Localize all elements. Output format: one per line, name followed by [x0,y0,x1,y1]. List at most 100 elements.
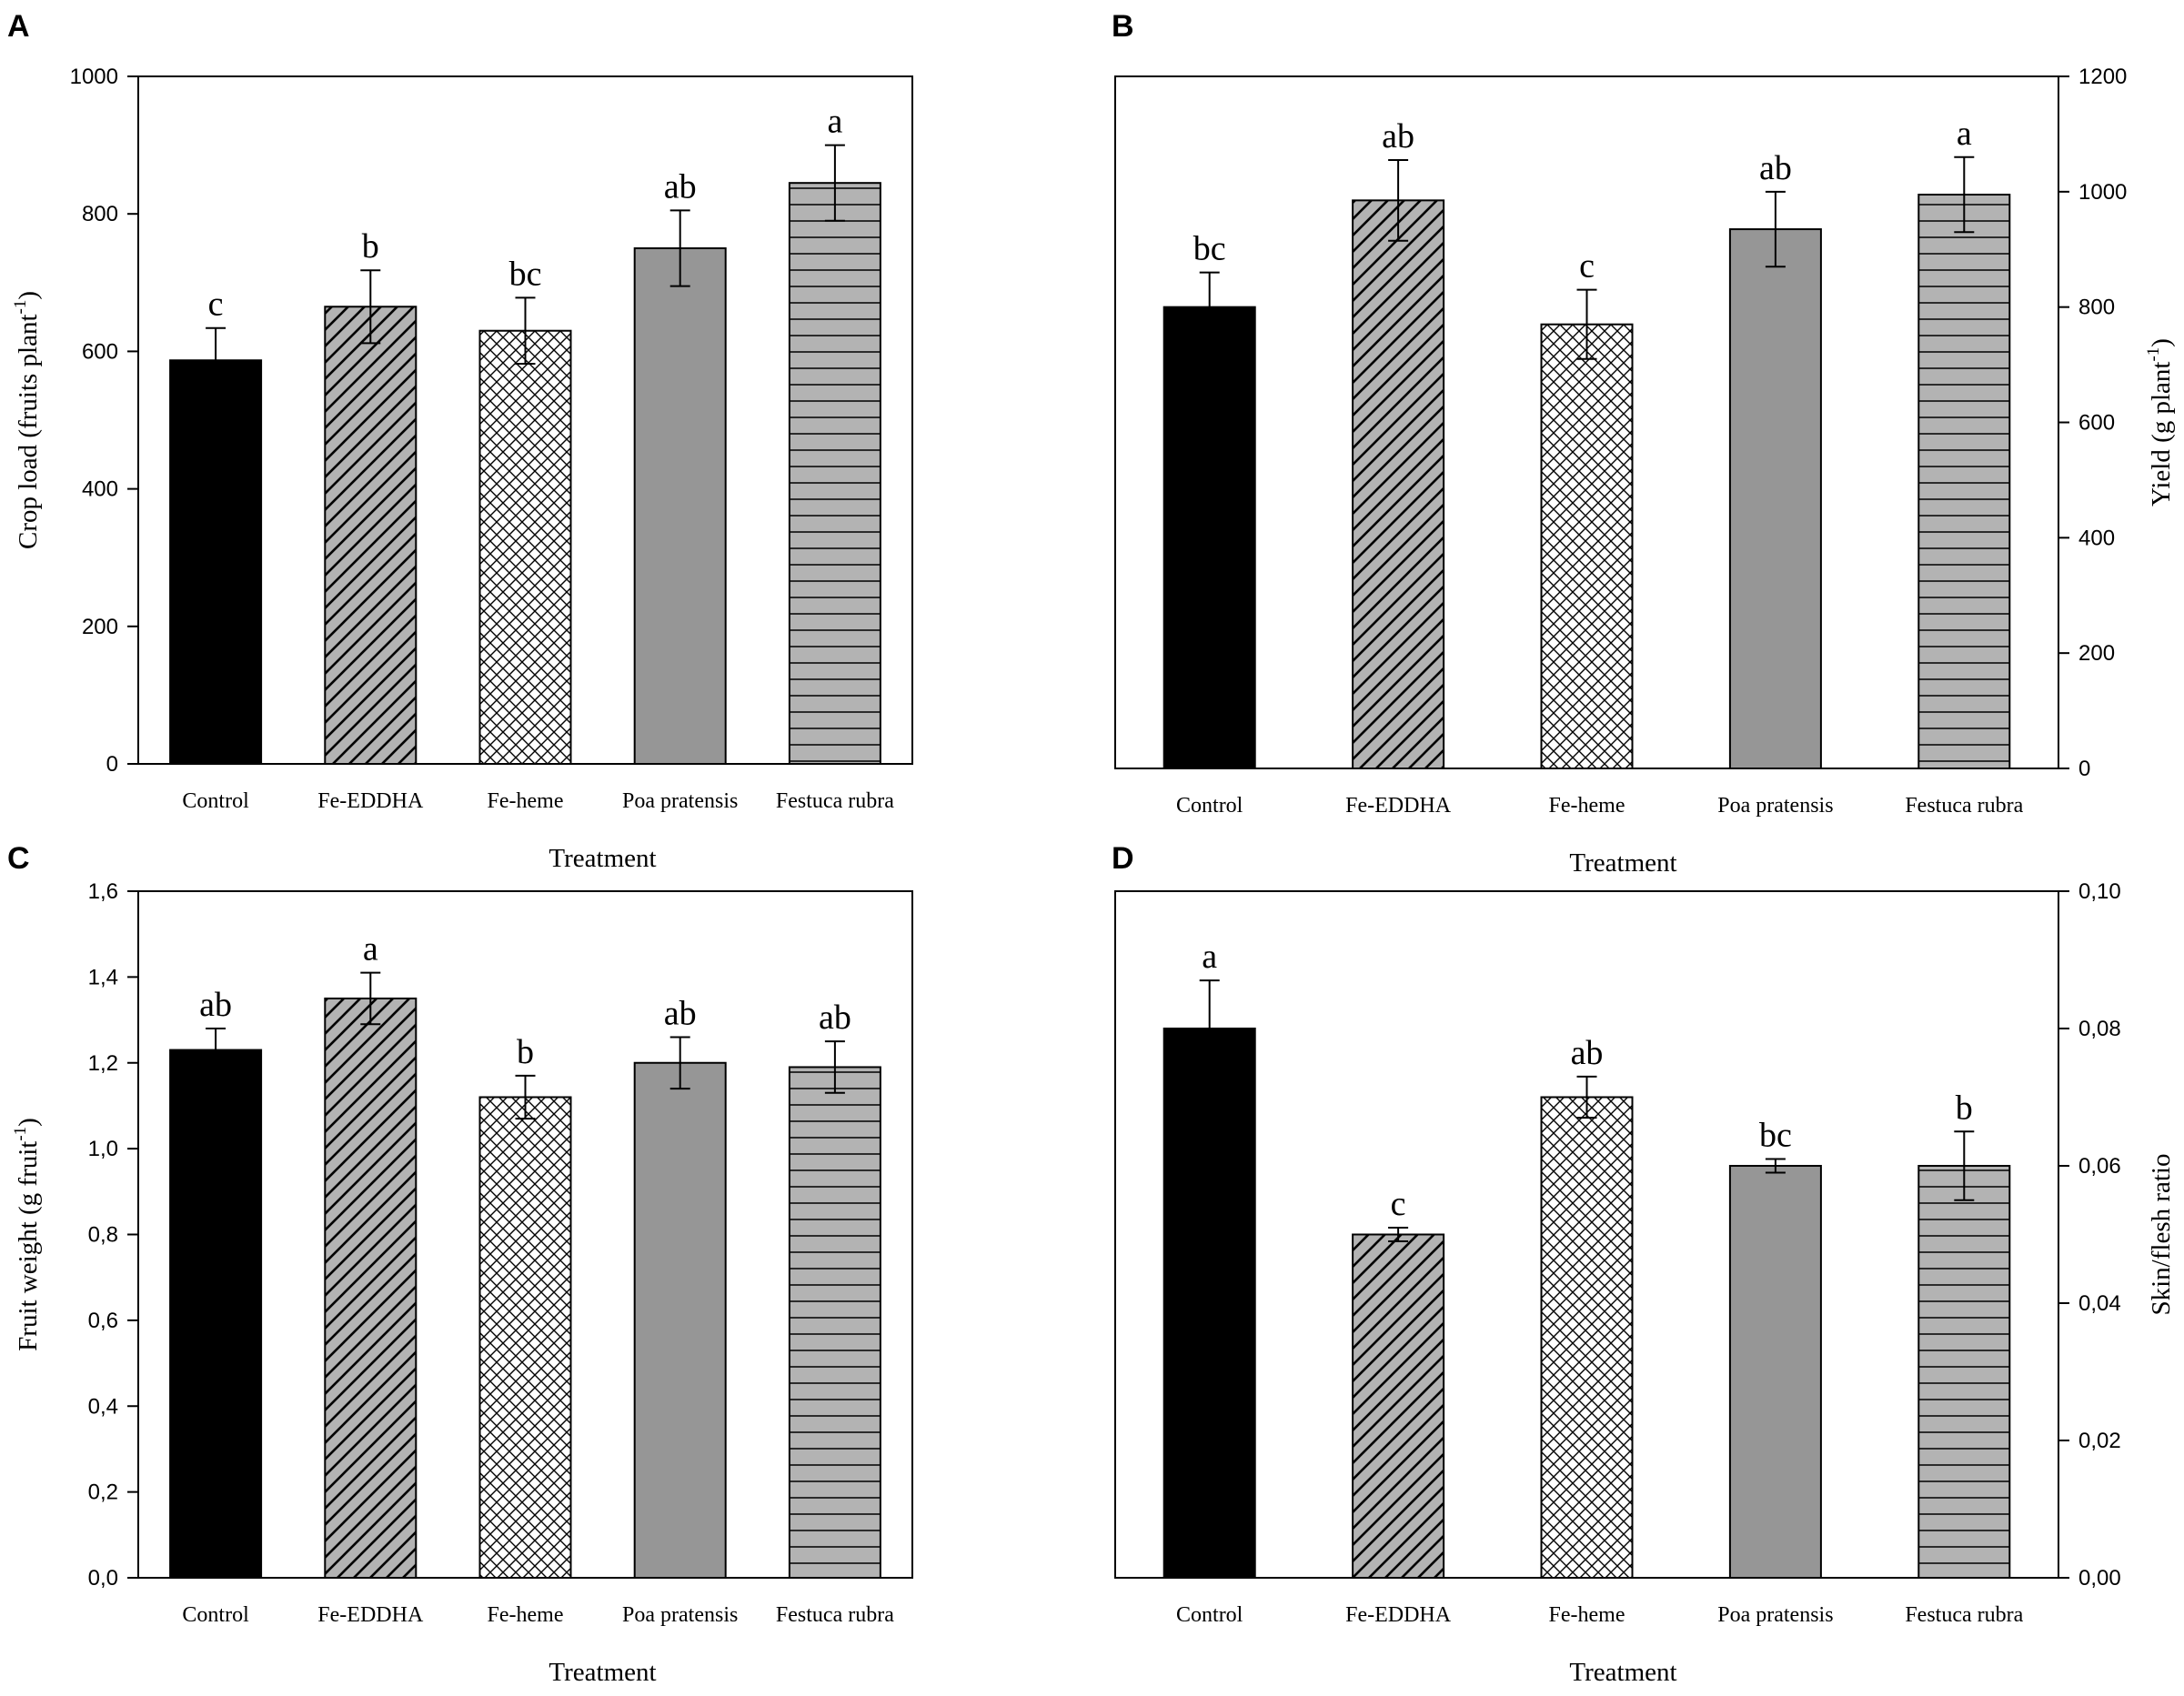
x-tick-label: Festuca rubra [776,789,894,813]
y-axis-label-main: Fruit weight (g fruit [14,1141,43,1351]
chart-panel-c: Cab Control a Fe-EDDHA b Fe-heme ab Poa pratens… [7,841,913,1687]
panel-label: D [1112,841,1134,876]
y-axis-label: Fruit weight (g fruit-1) [11,1118,43,1351]
x-tick-label: Poa pratensis [622,1603,738,1627]
y-tick-label: 1000 [2078,180,2127,205]
y-axis-label: Yield (g plant-1) [2144,338,2176,507]
bar [788,182,881,765]
y-tick-label: 0,06 [2078,1154,2121,1179]
x-axis-label: Treatment [1569,1658,1676,1687]
y-tick-label: 1,0 [88,1137,118,1161]
significance-letter: b [362,227,379,266]
significance-letter: c [1391,1185,1406,1223]
error-bar [1765,190,1786,268]
y-axis-label-end: ) [2147,338,2176,347]
error-bar [360,971,381,1026]
significance-letter: bc [1759,1116,1792,1154]
bar [169,1049,263,1579]
x-tick-label: Festuca rubra [1905,794,2023,818]
error-bar [669,1036,690,1090]
chart-panel-b: Bbc Control ab Fe-EDDHA c Fe-heme ab Poa praten… [1112,9,2176,878]
y-tick-label: 600 [82,339,118,364]
error-bar [1199,979,1220,1078]
y-tick-label: 1,2 [88,1051,118,1076]
significance-letter: ab [199,986,232,1024]
chart-panel-a: Ac Control b Fe-EDDHA bc Fe-heme ab Poa pratens… [7,9,913,873]
y-axis-label: Skin/flesh ratio [2147,1153,2176,1315]
x-tick-label: Control [182,789,249,813]
error-bar [1199,271,1220,343]
y-axis-label-main: Crop load (fruits plant [14,314,43,549]
x-tick-label: Poa pratensis [1717,794,1833,818]
y-axis-label-main: Yield (g plant [2147,362,2176,507]
y-axis-label-superscript: -1 [2144,347,2163,362]
x-tick-label: Fe-heme [1549,1603,1625,1627]
significance-letter: a [1957,115,1972,153]
y-tick-label: 800 [82,202,118,226]
error-bar [1954,1130,1975,1201]
y-tick-label: 0,6 [88,1309,118,1333]
error-bar [1388,158,1409,242]
bar [633,1061,727,1579]
y-tick-label: 1,6 [88,879,118,904]
significance-letter: ab [1382,117,1414,156]
y-axis-label-main: Skin/flesh ratio [2147,1153,2176,1315]
bar [478,1096,572,1579]
error-bar [1954,156,1975,234]
bar [1352,1233,1445,1579]
error-bar [669,209,690,287]
x-tick-label: Fe-EDDHA [317,1603,424,1627]
bar [1540,1096,1634,1579]
x-tick-label: Control [182,1603,249,1627]
y-axis-label: Crop load (fruits plant-1) [11,291,43,549]
y-tick-label: 1000 [70,65,118,89]
y-tick-label: 0,10 [2078,879,2121,904]
error-bar [1765,1158,1786,1174]
x-tick-label: Fe-heme [488,1603,564,1627]
significance-letter: b [517,1033,534,1071]
bar [788,1066,881,1579]
bar [1540,323,1634,769]
x-tick-label: Poa pratensis [1717,1603,1833,1627]
y-axis-label-superscript: -1 [11,1127,30,1141]
x-tick-label: Poa pratensis [622,789,738,813]
x-axis-label: Treatment [549,1658,656,1687]
significance-letter: bc [1193,230,1226,268]
plot-frame [137,75,913,765]
error-bar [206,326,226,394]
bar [1162,1028,1256,1579]
y-tick-label: 0,4 [88,1394,118,1419]
y-tick-label: 0,0 [88,1566,118,1591]
bar [1352,199,1445,770]
y-tick-label: 200 [82,615,118,639]
significance-letter: c [1579,247,1595,286]
bar [633,247,727,765]
y-tick-label: 0 [106,752,118,777]
x-tick-label: Fe-heme [1549,794,1625,818]
x-tick-label: Festuca rubra [1905,1603,2023,1627]
y-tick-label: 0,00 [2078,1566,2121,1591]
significance-letter: ab [1759,149,1792,187]
y-tick-label: 400 [2078,526,2115,550]
bar [324,997,418,1579]
y-tick-label: 0 [2078,757,2090,781]
error-bar [206,1028,226,1073]
panel-label: B [1112,9,1134,44]
bar [1917,194,2011,770]
significance-letter: a [1202,938,1217,976]
x-axis-label: Treatment [549,844,656,873]
x-tick-label: Fe-heme [488,789,564,813]
bar [1917,1165,2011,1579]
x-tick-label: Fe-EDDHA [317,789,424,813]
significance-letter: ab [819,999,851,1037]
y-tick-label: 0,08 [2078,1017,2121,1041]
y-tick-label: 0,04 [2078,1291,2121,1316]
y-tick-label: 1,4 [88,965,118,989]
bar [1728,1165,1822,1579]
y-axis-label-end: ) [14,1118,43,1127]
plot-frame [1114,890,2059,1579]
y-tick-label: 0,8 [88,1223,118,1248]
bar [169,359,263,765]
error-bar [1576,1075,1597,1119]
